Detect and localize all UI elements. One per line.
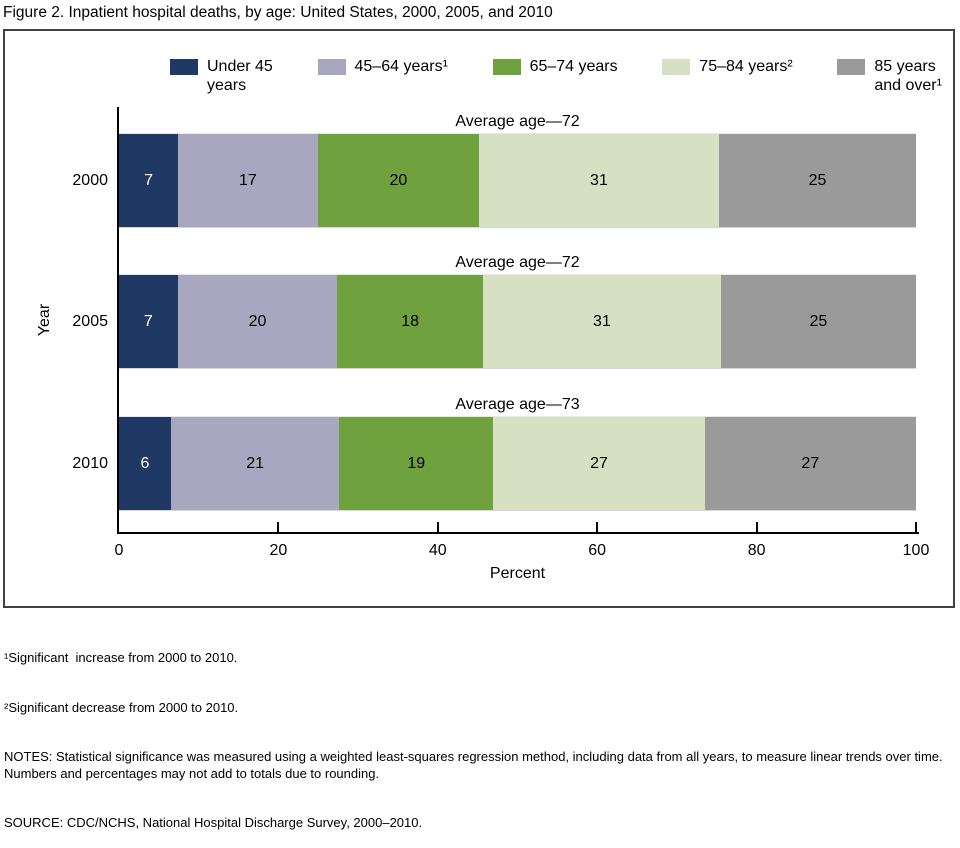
segment-value-label: 20 xyxy=(248,312,267,330)
x-axis-tick xyxy=(277,522,280,532)
bar-segment: 27 xyxy=(493,417,705,510)
footnote-notes: NOTES: Statistical significance was meas… xyxy=(4,749,947,781)
legend-label: 75–84 years² xyxy=(699,57,792,76)
segment-value-label: 20 xyxy=(389,171,408,189)
footnote-significant-decrease: ²Significant decrease from 2000 to 2010. xyxy=(4,699,239,715)
segment-value-label: 7 xyxy=(143,312,153,330)
legend-label-line: 75–84 years² xyxy=(699,58,793,75)
footnotes: ¹Significant increase from 2000 to 2010.… xyxy=(4,617,954,848)
legend-item-2: 45–64 years¹ xyxy=(317,57,448,95)
average-age-label: Average age—72 xyxy=(455,113,580,130)
bar-row-2000: 7 17 20 31 25 xyxy=(119,134,916,227)
bar-segment: 7 xyxy=(119,275,178,368)
average-age-label: Average age—73 xyxy=(455,396,580,413)
legend-label-line: 65–74 years xyxy=(529,58,618,75)
legend-label-line: and over¹ xyxy=(874,77,942,94)
figure-title: Figure 2. Inpatient hospital deaths, by … xyxy=(3,4,553,21)
segment-value-label: 17 xyxy=(239,171,257,189)
bar-segment: 27 xyxy=(704,417,916,510)
x-axis-tick xyxy=(596,522,599,532)
legend-swatch-icon xyxy=(662,59,691,75)
footnote-significant-increase: ¹Significant increase from 2000 to 2010. xyxy=(4,650,238,665)
bar-segment: 19 xyxy=(339,417,494,510)
bar-segment: 31 xyxy=(478,134,719,227)
category-label-2000: 2000 xyxy=(72,171,108,189)
x-axis-line xyxy=(117,532,919,534)
segment-value-label: 19 xyxy=(407,454,426,472)
segment-value-label: 25 xyxy=(808,171,827,189)
legend-swatch-icon xyxy=(837,59,866,75)
y-axis-line xyxy=(117,107,119,534)
legend-swatch-icon xyxy=(492,59,521,75)
x-tick-label: 60 xyxy=(588,542,607,559)
bar-segment: 17 xyxy=(178,134,318,227)
legend-item-3: 65–74 years xyxy=(492,57,618,95)
legend-swatch-icon xyxy=(317,59,346,75)
bar-segment: 25 xyxy=(720,275,917,368)
legend-label-line: 45–64 years¹ xyxy=(354,58,448,75)
legend-item-1: Under 45 years xyxy=(170,57,273,95)
legend-label: 85 years and over¹ xyxy=(874,57,942,95)
x-axis-tick xyxy=(436,522,439,532)
bar-segment: 6 xyxy=(119,417,171,510)
x-tick-label: 100 xyxy=(902,542,930,559)
legend-item-4: 75–84 years² xyxy=(662,57,793,95)
bar-row-2010: 6 21 19 27 27 xyxy=(119,417,916,510)
legend-swatch-icon xyxy=(170,59,198,75)
legend-label-line: years xyxy=(207,77,247,94)
average-age-label: Average age—72 xyxy=(455,254,580,271)
legend-label: 65–74 years xyxy=(530,57,618,76)
legend: Under 45 years 45–64 years¹ 65–74 years 75–8… xyxy=(170,57,942,95)
segment-value-label: 31 xyxy=(592,312,611,330)
segment-value-label: 18 xyxy=(401,312,420,330)
segment-value-label: 25 xyxy=(809,312,828,330)
segment-value-label: 31 xyxy=(590,171,608,189)
legend-label-line: 85 years xyxy=(874,58,936,75)
category-label-2010: 2010 xyxy=(72,454,108,472)
bar-segment: 31 xyxy=(482,275,721,368)
x-tick-label: 80 xyxy=(747,542,766,559)
x-tick-label: 20 xyxy=(269,542,288,559)
legend-item-5: 85 years and over¹ xyxy=(837,57,942,95)
bar-segment: 20 xyxy=(177,275,338,368)
legend-label: 45–64 years¹ xyxy=(355,57,448,76)
segment-value-label: 27 xyxy=(590,454,608,472)
x-tick-label: 40 xyxy=(428,542,447,559)
segment-value-label: 6 xyxy=(140,454,150,472)
segment-value-label: 7 xyxy=(144,171,153,189)
footnote-source: SOURCE: CDC/NCHS, National Hospital Disc… xyxy=(4,815,423,830)
bar-segment: 25 xyxy=(718,134,916,227)
segment-value-label: 21 xyxy=(246,454,264,472)
x-axis-tick xyxy=(915,522,917,532)
x-axis-tick xyxy=(755,522,758,532)
chart-frame: Under 45 years 45–64 years¹ 65–74 years 75–8… xyxy=(3,29,955,608)
segment-value-label: 27 xyxy=(801,454,820,472)
category-label-2005: 2005 xyxy=(72,312,108,330)
bar-segment: 18 xyxy=(337,275,483,368)
bar-segment: 7 xyxy=(119,134,179,227)
bar-row-2005: 7 20 18 31 25 xyxy=(119,275,917,368)
x-axis-title: Percent xyxy=(489,565,546,582)
bar-segment: 21 xyxy=(170,417,340,510)
bar-segment: 20 xyxy=(317,134,479,227)
x-tick-label: 0 xyxy=(114,542,124,559)
legend-label-line: Under 45 xyxy=(207,58,273,75)
legend-label: Under 45 years xyxy=(207,57,273,95)
